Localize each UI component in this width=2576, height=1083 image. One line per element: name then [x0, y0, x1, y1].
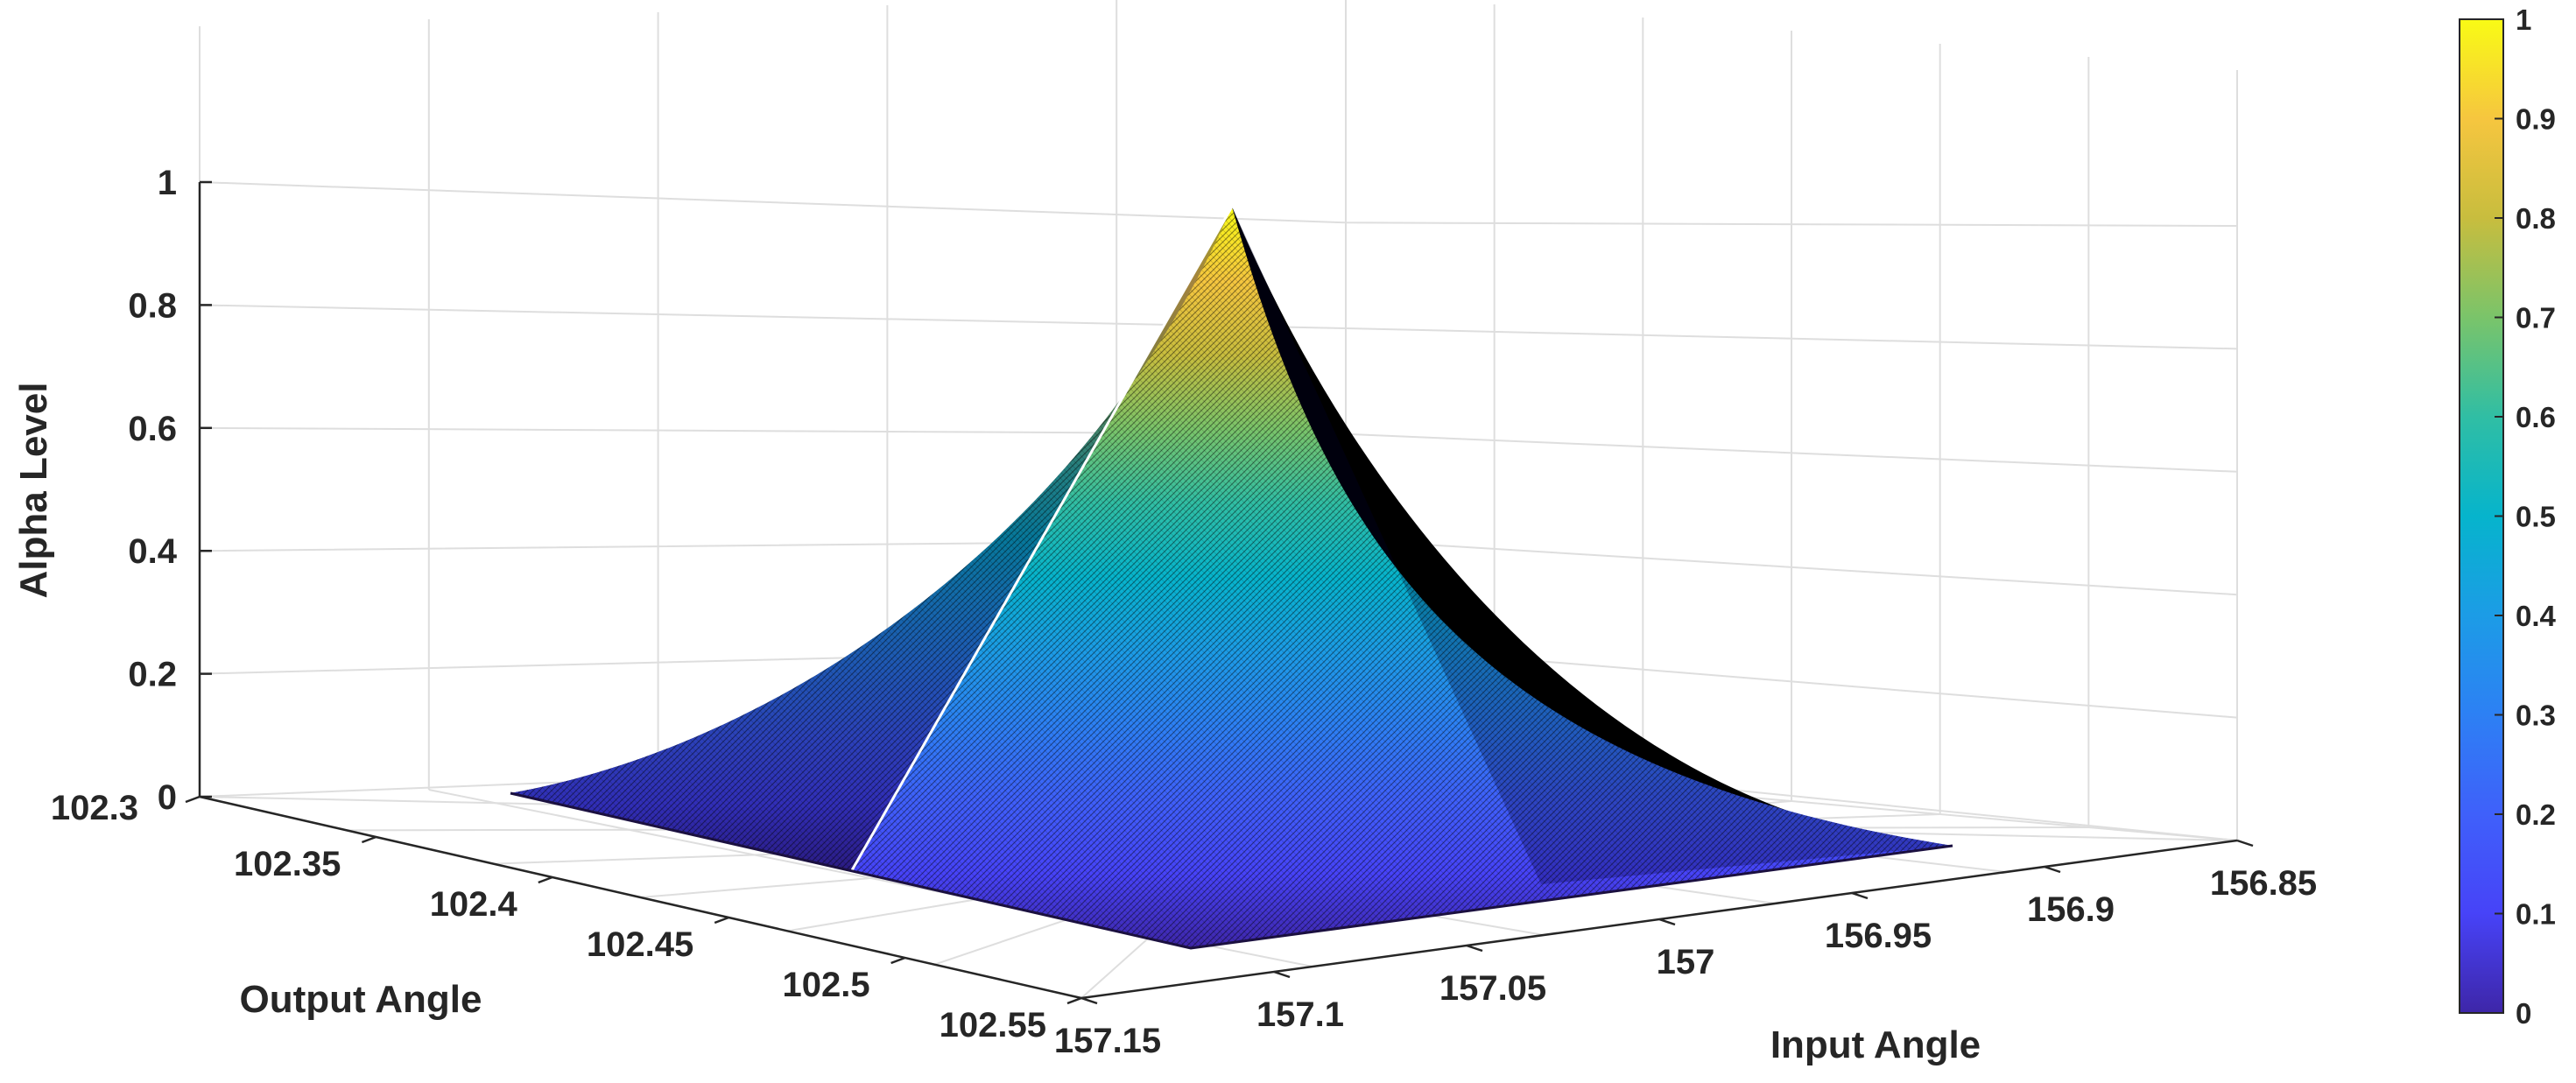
z-tick-label: 0.4	[128, 532, 177, 571]
colorbar: 0 0.1 0.2 0.3 0.4 0.5 0.6 0.7 0.8 0.9 1	[2459, 4, 2557, 1030]
z-tick-label: 0.8	[128, 286, 177, 325]
z-tick-label: 0.2	[128, 656, 177, 694]
y-tick-label: 102.45	[587, 925, 693, 964]
colorbar-tick-label: 0.1	[2516, 898, 2556, 931]
surface-ridge	[850, 206, 1234, 871]
colorbar-tick-label: 0.7	[2516, 302, 2556, 334]
colorbar-tick-label: 0.4	[2516, 600, 2557, 632]
x-tick	[1273, 970, 1291, 979]
z-tick-label: 0	[158, 778, 177, 817]
y-tick	[714, 916, 729, 925]
y-tick-label: 102.5	[782, 966, 869, 1004]
surface-mesh	[510, 207, 1953, 948]
x-tick	[2236, 839, 2254, 847]
tick-labels: 0 0.2 0.4 0.6 0.8 1 102.3 102.35 102.4 102.45 102.…	[51, 164, 2317, 1060]
y-tick-label: 102.35	[234, 845, 341, 883]
x-tick-label: 156.95	[1825, 917, 1932, 955]
x-tick	[1080, 996, 1098, 1005]
colorbar-tick-label: 0.8	[2516, 202, 2556, 235]
surface-base-edge	[510, 791, 1953, 950]
colorbar-tick-label: 0.9	[2516, 103, 2556, 136]
x-axis-label: Input Angle	[1770, 1023, 1981, 1066]
y-tick	[890, 956, 906, 965]
x-tick-label: 157	[1657, 943, 1715, 981]
x-tick-label: 156.85	[2210, 864, 2317, 903]
z-tick-label: 0.6	[128, 410, 177, 448]
y-tick	[361, 835, 377, 844]
y-tick	[1066, 996, 1082, 1005]
colorbar-tick-label: 0.3	[2516, 700, 2556, 732]
x-tick	[2044, 865, 2061, 874]
x-tick-label: 157.15	[1054, 1022, 1161, 1060]
x-tick	[1851, 891, 1869, 900]
colorbar-tick-label: 0.6	[2516, 401, 2556, 433]
surface	[510, 206, 1953, 950]
colorbar-tick-label: 1	[2516, 4, 2531, 36]
y-tick-label: 102.4	[430, 885, 518, 924]
x-tick-label: 157.05	[1439, 969, 1546, 1008]
x-tick-label: 157.1	[1256, 995, 1344, 1034]
colorbar-tick-label: 0.2	[2516, 798, 2556, 831]
y-tick-label: 102.55	[940, 1006, 1046, 1044]
y-tick	[185, 795, 201, 804]
z-tick-label: 1	[158, 164, 177, 202]
x-tick-label: 156.9	[2027, 890, 2115, 929]
x-tick	[1658, 918, 1676, 926]
x-tick	[1466, 944, 1483, 953]
axes	[185, 180, 2254, 1005]
z-axis-label: Alpha Level	[12, 383, 55, 599]
colorbar-tick-label: 0.5	[2516, 501, 2556, 533]
colorbar-tick-label: 0	[2516, 997, 2531, 1030]
y-tick-label: 102.3	[51, 789, 138, 827]
y-tick	[538, 876, 553, 884]
y-axis-label: Output Angle	[240, 978, 482, 1021]
